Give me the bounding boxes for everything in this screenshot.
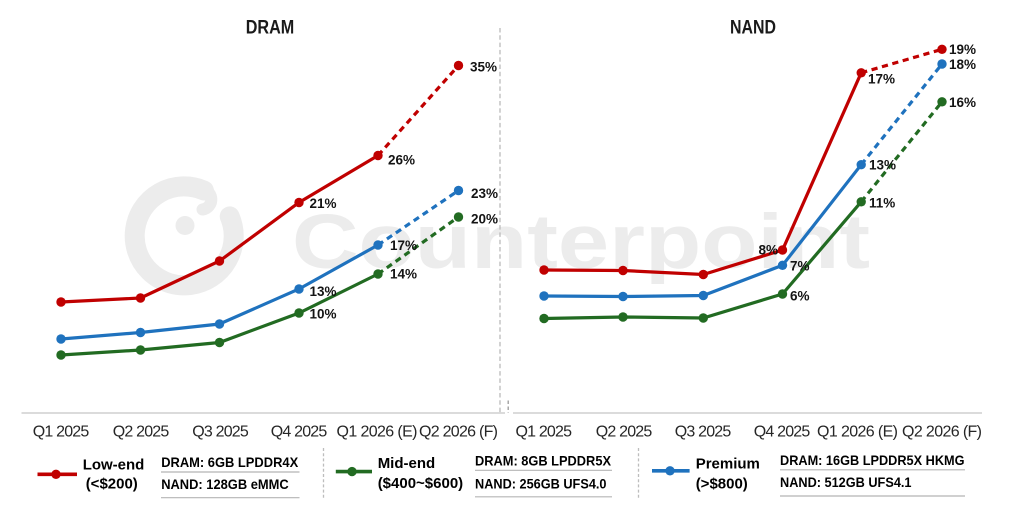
svg-text:Q4 2025: Q4 2025 <box>271 424 328 441</box>
svg-text:17%: 17% <box>868 72 895 87</box>
svg-text:Q3 2025: Q3 2025 <box>192 424 249 441</box>
svg-text:Q1 2026 (E): Q1 2026 (E) <box>817 424 898 441</box>
svg-text:20%: 20% <box>471 212 498 227</box>
svg-text:Q2 2025: Q2 2025 <box>596 424 653 441</box>
svg-text:23%: 23% <box>471 186 498 201</box>
svg-text:Q4 2025: Q4 2025 <box>754 424 811 441</box>
svg-text:8%: 8% <box>758 243 778 258</box>
svg-text:(<$200): (<$200) <box>86 475 138 492</box>
svg-text:Q2 2026 (F): Q2 2026 (F) <box>419 424 498 441</box>
svg-text:35%: 35% <box>470 60 497 75</box>
svg-text:Q2 2026 (F): Q2 2026 (F) <box>902 424 982 441</box>
svg-text:26%: 26% <box>388 153 415 168</box>
svg-text:10%: 10% <box>310 307 337 322</box>
svg-text:(>$800): (>$800) <box>696 476 748 493</box>
svg-text:($400~$600): ($400~$600) <box>378 475 464 492</box>
svg-text:16%: 16% <box>949 95 976 110</box>
svg-text:Q1 2026 (E): Q1 2026 (E) <box>337 424 418 441</box>
svg-text:NAND: 512GB UFS4.1: NAND: 512GB UFS4.1 <box>780 474 912 490</box>
svg-text:13%: 13% <box>310 284 337 299</box>
svg-text:Q3 2025: Q3 2025 <box>675 424 732 441</box>
svg-text:21%: 21% <box>310 196 337 211</box>
svg-text:18%: 18% <box>949 57 976 72</box>
svg-text:11%: 11% <box>869 196 895 211</box>
svg-text:6%: 6% <box>790 289 810 304</box>
svg-text:DRAM: DRAM <box>246 17 295 39</box>
svg-text:14%: 14% <box>390 267 417 282</box>
svg-text:7%: 7% <box>790 259 810 274</box>
svg-text:Premium: Premium <box>696 456 760 473</box>
svg-text:Q1 2025: Q1 2025 <box>516 424 573 441</box>
svg-text:NAND: NAND <box>730 17 776 39</box>
svg-text:Mid-end: Mid-end <box>378 455 436 472</box>
svg-text:17%: 17% <box>390 238 417 253</box>
svg-text:DRAM: 6GB LPDDR4X: DRAM: 6GB LPDDR4X <box>161 454 299 470</box>
svg-text:13%: 13% <box>869 158 896 173</box>
svg-text:NAND: 256GB UFS4.0: NAND: 256GB UFS4.0 <box>475 476 607 492</box>
svg-text:Low-end: Low-end <box>83 457 145 474</box>
svg-text:DRAM: 8GB LPDDR5X: DRAM: 8GB LPDDR5X <box>475 453 612 469</box>
svg-text:NAND: 128GB eMMC: NAND: 128GB eMMC <box>161 476 289 492</box>
svg-text:19%: 19% <box>949 42 976 57</box>
svg-text:DRAM: 16GB LPDDR5X HKMG: DRAM: 16GB LPDDR5X HKMG <box>780 452 965 468</box>
svg-text:Q1 2025: Q1 2025 <box>33 424 90 441</box>
svg-text:Q2 2025: Q2 2025 <box>113 424 170 441</box>
